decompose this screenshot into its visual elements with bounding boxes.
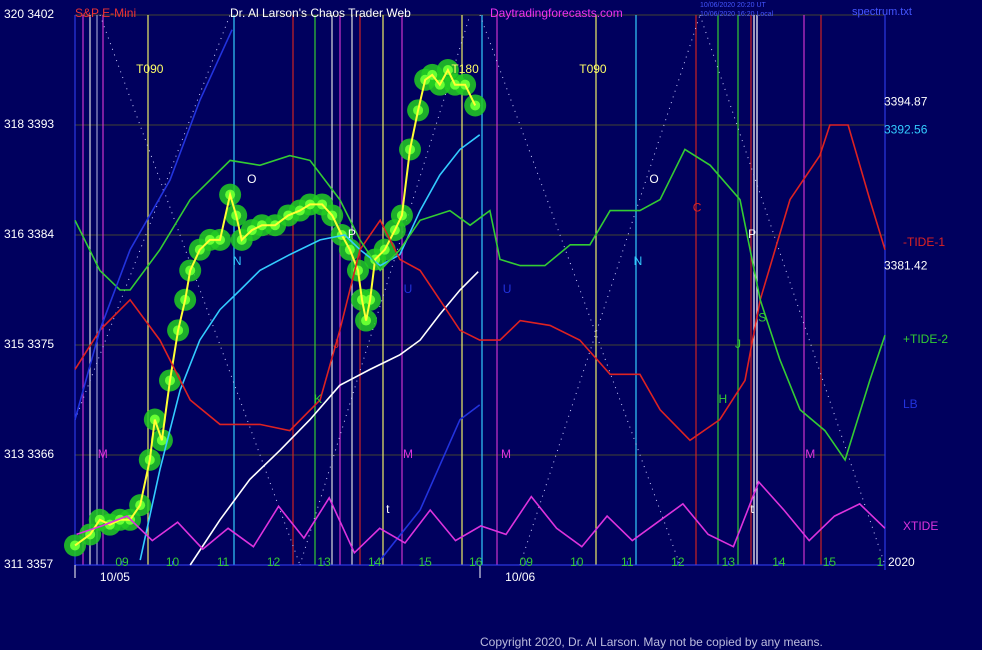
annotation: S [758, 310, 766, 324]
series-label: -TIDE-1 [903, 235, 945, 249]
x-tick-label: 12 [671, 555, 685, 569]
time-ut: 10/06/2020 20:20 UT [700, 2, 766, 9]
corner-label: 2020 [888, 555, 915, 569]
series-line [74, 124, 886, 442]
y-tick-label: 311 3357 [4, 557, 53, 571]
x-tick-label: 09 [520, 555, 534, 569]
y-tick-label: 318 3393 [4, 117, 54, 131]
series-line [76, 480, 886, 555]
x-tick-label: 13 [722, 555, 736, 569]
x-tick-label: 11 [621, 555, 634, 569]
x-tick-label: 15 [823, 555, 837, 569]
annotation: N [233, 254, 242, 268]
series-label: XTIDE [903, 519, 938, 533]
x-tick-label: 13 [317, 555, 331, 569]
annotation: C [693, 200, 702, 214]
x-tick-label: 15 [418, 555, 432, 569]
annotation: P [748, 227, 756, 241]
series-line [74, 29, 481, 561]
annotation: K [314, 392, 322, 406]
x-tick-label: 10 [166, 555, 180, 569]
dotted-cycle [699, 14, 886, 566]
price-level: 3381.42 [884, 259, 928, 273]
annotation: J [735, 337, 741, 351]
x-tick-label: 12 [267, 555, 281, 569]
series-label: +TIDE-2 [903, 332, 948, 346]
y-tick-label: 320 3402 [4, 7, 54, 21]
x-tick-label: 14 [368, 555, 382, 569]
dotted-cycle [74, 14, 231, 421]
instrument: S&P E-Mini [75, 6, 136, 20]
annotation: t [386, 502, 390, 516]
annotation: N [634, 254, 643, 268]
file-name: spectrum.txt [852, 6, 912, 18]
annotation: O [649, 172, 658, 186]
y-tick-label: 316 3384 [4, 227, 54, 241]
x-tick-label: 1 [877, 555, 884, 569]
annotation: U [404, 282, 413, 296]
annotation: T090 [136, 62, 164, 76]
site: Daytradingforecasts.com [490, 6, 623, 20]
annotation: M [501, 447, 511, 461]
annotation: P [348, 227, 356, 241]
x-tick-label: 11 [217, 555, 230, 569]
price-level: 3394.87 [884, 94, 928, 108]
annotation: T090 [579, 62, 607, 76]
annotation: M [805, 447, 815, 461]
series-line [139, 134, 481, 561]
annotation: t [750, 502, 754, 516]
date-label: 10/05 [100, 570, 130, 584]
y-tick-label: 313 3366 [4, 447, 54, 461]
date-label: 10/06 [505, 570, 535, 584]
annotation: T180 [451, 62, 479, 76]
x-tick-label: 14 [772, 555, 786, 569]
annotation: U [503, 282, 512, 296]
annotation: H [718, 392, 727, 406]
time-local: 10/06/2020 16:20 Local [700, 11, 774, 18]
x-tick-label: 10 [570, 555, 584, 569]
series-label: LB [903, 397, 918, 411]
annotation: M [403, 447, 413, 461]
annotation: J [333, 337, 339, 351]
series-line [74, 148, 886, 462]
price-blob-core [470, 100, 481, 111]
y-tick-label: 315 3375 [4, 337, 54, 351]
series-line [74, 67, 477, 547]
dotted-cycle [519, 14, 701, 566]
x-tick-label: 16 [469, 555, 483, 569]
x-tick-label: 09 [115, 555, 129, 569]
chart-title: Dr. Al Larson's Chaos Trader Web [230, 6, 411, 20]
series-line [189, 271, 479, 566]
annotation: O [247, 172, 256, 186]
copyright: Copyright 2020, Dr. Al Larson. May not b… [480, 635, 823, 649]
annotation: M [98, 447, 108, 461]
price-level: 3392.56 [884, 123, 928, 137]
